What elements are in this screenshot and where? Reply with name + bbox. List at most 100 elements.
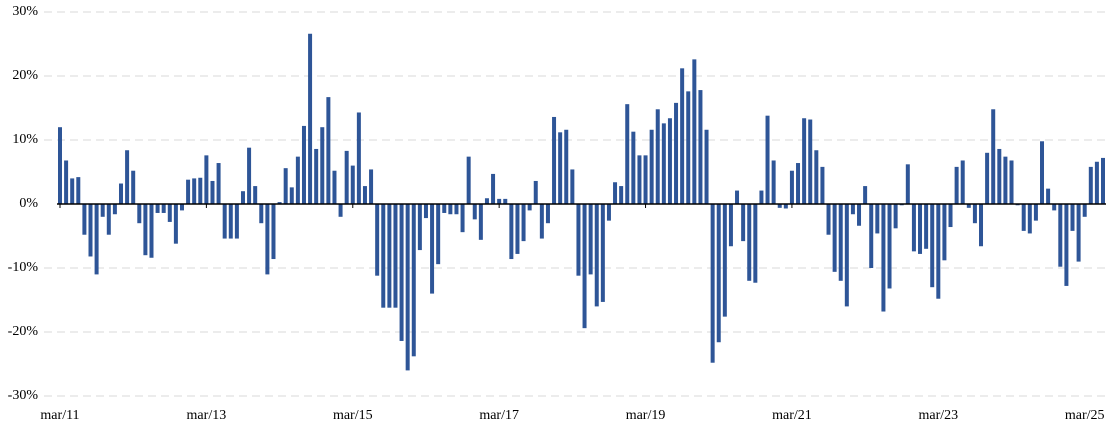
x-tick-label: mar/17 [479, 408, 519, 423]
bar [716, 204, 721, 343]
bar [783, 204, 788, 209]
bar [460, 204, 465, 233]
bar [545, 204, 550, 224]
bar [637, 155, 642, 204]
bar [832, 204, 837, 272]
bar [1070, 204, 1075, 231]
bar [70, 178, 75, 204]
bar [265, 204, 270, 275]
bar [728, 204, 733, 247]
bar [58, 127, 62, 204]
bar [722, 204, 727, 317]
bar [710, 204, 715, 363]
bar [741, 204, 746, 242]
bar [850, 204, 855, 215]
bar [1088, 166, 1093, 204]
bar [143, 204, 148, 256]
y-tick-label: -30% [8, 388, 39, 403]
bar [667, 118, 672, 204]
bar [582, 204, 587, 329]
bar [118, 183, 123, 204]
bar [430, 204, 435, 294]
bar [1094, 161, 1099, 204]
bar [503, 198, 508, 204]
bar [625, 104, 630, 204]
bar [881, 204, 886, 312]
bar [564, 129, 569, 204]
bar [356, 112, 361, 204]
bar [1009, 160, 1014, 204]
bar [991, 109, 996, 204]
bar [167, 204, 172, 222]
bar [747, 204, 752, 281]
y-tick-label: 20% [12, 68, 38, 83]
bar [942, 204, 947, 261]
bar [869, 204, 874, 268]
bar [631, 131, 636, 204]
bar [820, 166, 825, 204]
bar [155, 204, 160, 213]
bar [362, 186, 367, 204]
bar [966, 204, 971, 208]
bar [771, 160, 776, 204]
bar [844, 204, 849, 307]
bar [338, 204, 343, 217]
bar [125, 150, 130, 204]
y-tick-label: 0% [19, 196, 38, 211]
bar [137, 204, 142, 224]
bar [228, 204, 233, 239]
bar [826, 204, 831, 235]
bar [491, 173, 496, 204]
bar [600, 204, 605, 302]
bar [173, 204, 178, 244]
bar [777, 204, 782, 208]
bar [240, 191, 245, 204]
bar [149, 204, 154, 258]
bar [680, 68, 685, 204]
bar [753, 204, 758, 283]
bar [1027, 204, 1032, 234]
bar [64, 160, 69, 204]
x-tick-label: mar/19 [626, 408, 666, 423]
bar [704, 129, 709, 204]
x-tick-label: mar/15 [333, 408, 373, 423]
bar [295, 156, 300, 204]
bar [277, 202, 282, 204]
bar [985, 152, 990, 204]
bar [222, 204, 227, 239]
bar [448, 204, 453, 215]
bar [131, 170, 136, 204]
bar [484, 198, 489, 204]
bar [283, 168, 288, 204]
bar [1046, 188, 1051, 204]
bar [106, 204, 111, 235]
bar [204, 155, 209, 204]
bar [442, 204, 447, 213]
bar [436, 204, 441, 265]
bar [423, 204, 428, 219]
bar [521, 204, 526, 242]
bar [399, 204, 404, 341]
bar [918, 204, 923, 254]
bar [857, 204, 862, 226]
x-tick-label: mar/11 [40, 408, 79, 423]
y-tick-label: -20% [8, 324, 39, 339]
bar [863, 186, 868, 204]
bar [405, 204, 410, 371]
bar [759, 190, 764, 204]
bar [558, 132, 563, 204]
bar [326, 97, 331, 204]
bar [76, 177, 81, 204]
bar [308, 33, 313, 205]
bar [893, 204, 898, 229]
x-tick-label: mar/23 [918, 408, 958, 423]
bar [320, 127, 325, 204]
bar [289, 187, 294, 204]
bar [497, 198, 502, 204]
bar [417, 204, 422, 251]
bar [186, 179, 191, 204]
bar [1040, 141, 1045, 204]
bar [661, 123, 666, 204]
